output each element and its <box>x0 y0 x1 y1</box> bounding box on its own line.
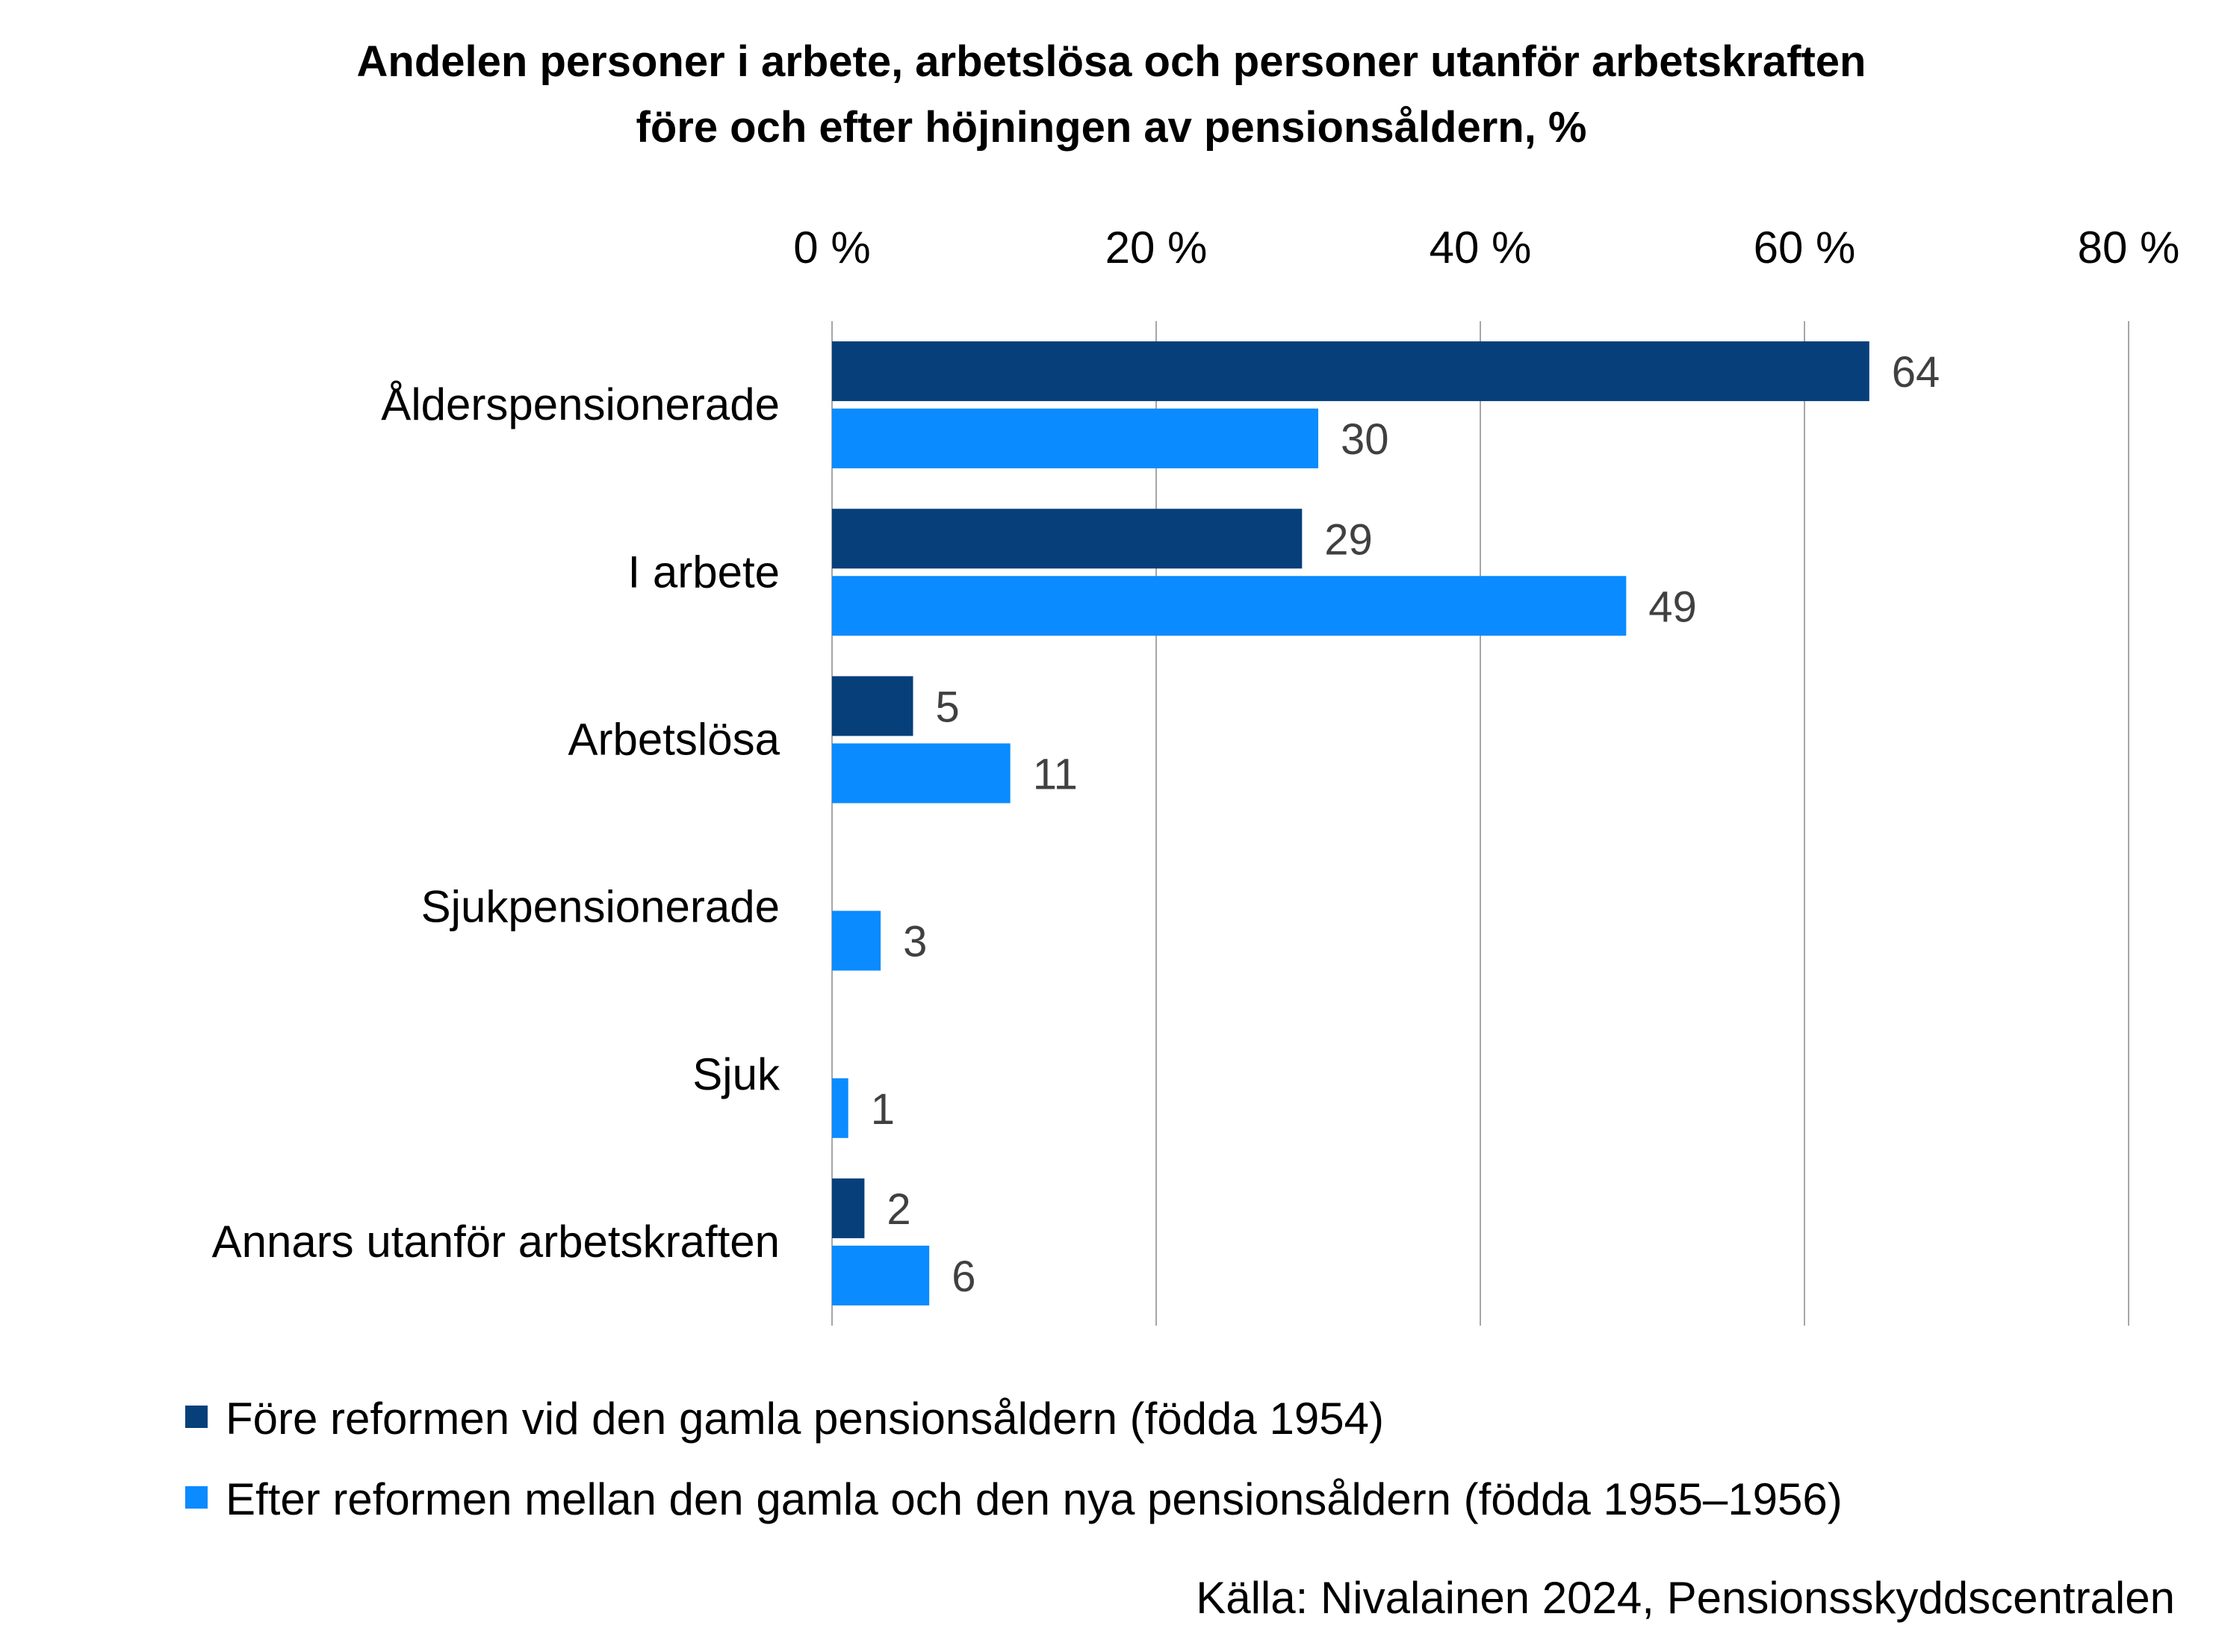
bar-after <box>832 409 1318 469</box>
data-label: 49 <box>1648 583 1697 631</box>
x-tick-label: 0 % <box>793 223 870 273</box>
legend-label-before: Före reformen vid den gamla pensionsålde… <box>226 1394 1384 1444</box>
legend-swatch-after <box>185 1486 208 1509</box>
bar-before <box>832 1178 865 1238</box>
data-label: 3 <box>903 918 927 966</box>
bar-after <box>832 1245 930 1305</box>
category-label: Sjukpensionerade <box>421 882 780 932</box>
x-tick-label: 20 % <box>1105 223 1208 273</box>
legend-swatch-before <box>185 1406 208 1428</box>
data-label: 2 <box>887 1185 910 1234</box>
bar-after <box>832 576 1627 636</box>
bar-before <box>832 676 913 736</box>
chart-title-line-2: före och efter höjningen av pensionsålde… <box>636 103 1587 152</box>
category-label: I arbete <box>628 547 780 597</box>
data-label: 64 <box>1892 348 1940 397</box>
x-axis-tick-labels: 0 % 20 % 40 % 60 % 80 % <box>793 223 2179 273</box>
category-label: Arbetslösa <box>568 714 780 764</box>
data-label: 6 <box>952 1252 975 1301</box>
bar-before <box>832 509 1303 569</box>
x-tick-label: 80 % <box>2078 223 2180 273</box>
chart-title-line-1: Andelen personer i arbete, arbetslösa oc… <box>357 37 1866 86</box>
bars <box>832 341 1869 1305</box>
data-label: 11 <box>1033 750 1078 798</box>
legend: Före reformen vid den gamla pensionsålde… <box>185 1394 1843 1524</box>
source-note: Källa: Nivalainen 2024, Pensionsskyddsce… <box>1196 1573 2175 1623</box>
x-tick-label: 40 % <box>1430 223 1532 273</box>
data-labels: 64 30 29 49 5 11 3 1 26 <box>871 348 1940 1301</box>
bar-after <box>832 910 881 971</box>
category-labels: Ålderspensionerade I arbete Arbetslösa Sjuk… <box>212 379 780 1267</box>
bar-after <box>832 743 1011 804</box>
legend-label-after: Efter reformen mellan den gamla och den … <box>226 1474 1843 1524</box>
bar-after <box>832 1078 848 1138</box>
category-label: Sjuk <box>692 1049 780 1099</box>
category-label: Ålderspensionerade <box>381 379 780 429</box>
bar-before <box>832 341 1869 402</box>
data-label: 29 <box>1324 515 1373 564</box>
gridlines <box>831 321 2129 1326</box>
data-label: 30 <box>1341 415 1389 464</box>
data-label: 5 <box>936 683 960 731</box>
x-tick-label: 60 % <box>1754 223 1856 273</box>
category-label: Annars utanför arbetskraften <box>212 1217 780 1267</box>
data-label: 1 <box>871 1085 895 1134</box>
